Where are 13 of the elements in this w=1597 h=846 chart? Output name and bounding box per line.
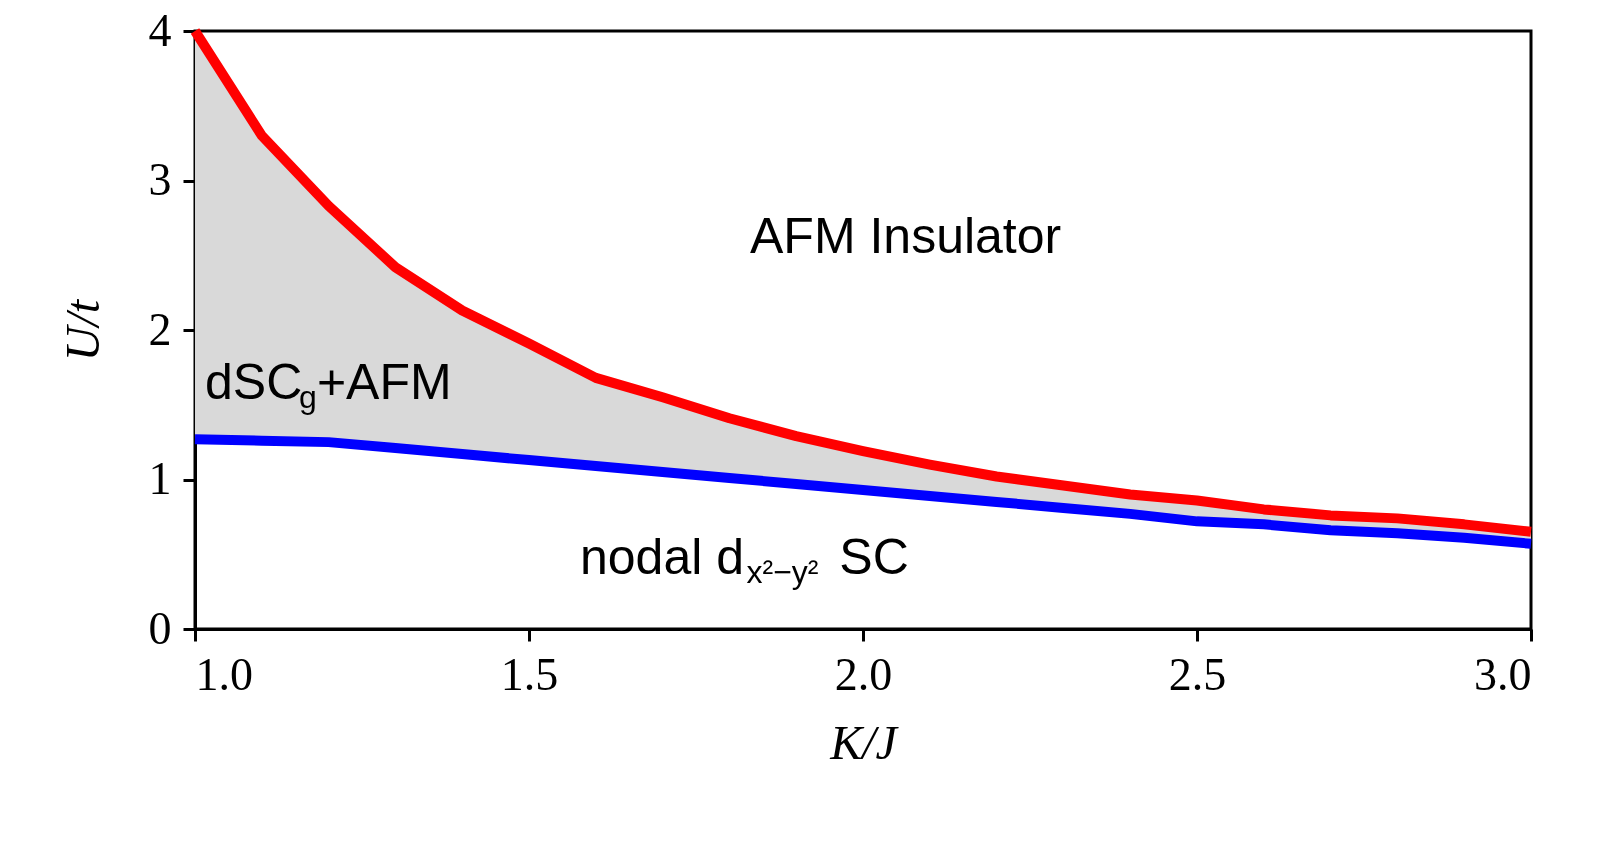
x-tick-label: 2.5 [1168, 648, 1227, 700]
y-axis-title: U/t [55, 298, 109, 362]
x-tick-label: 2.0 [834, 648, 893, 700]
y-tick-label: 4 [148, 4, 172, 56]
x-tick-label: 1.0 [195, 648, 253, 700]
y-tick-label: 2 [148, 303, 172, 355]
annotation: AFM Insulator [750, 208, 1062, 264]
y-tick-label: 0 [148, 602, 172, 654]
x-axis-title: K/J [829, 715, 900, 769]
y-tick-label: 3 [148, 154, 172, 205]
x-tick-label: 1.5 [500, 648, 559, 700]
y-tick-label: 1 [148, 453, 172, 504]
x-tick-label: 3.0 [1474, 648, 1532, 700]
